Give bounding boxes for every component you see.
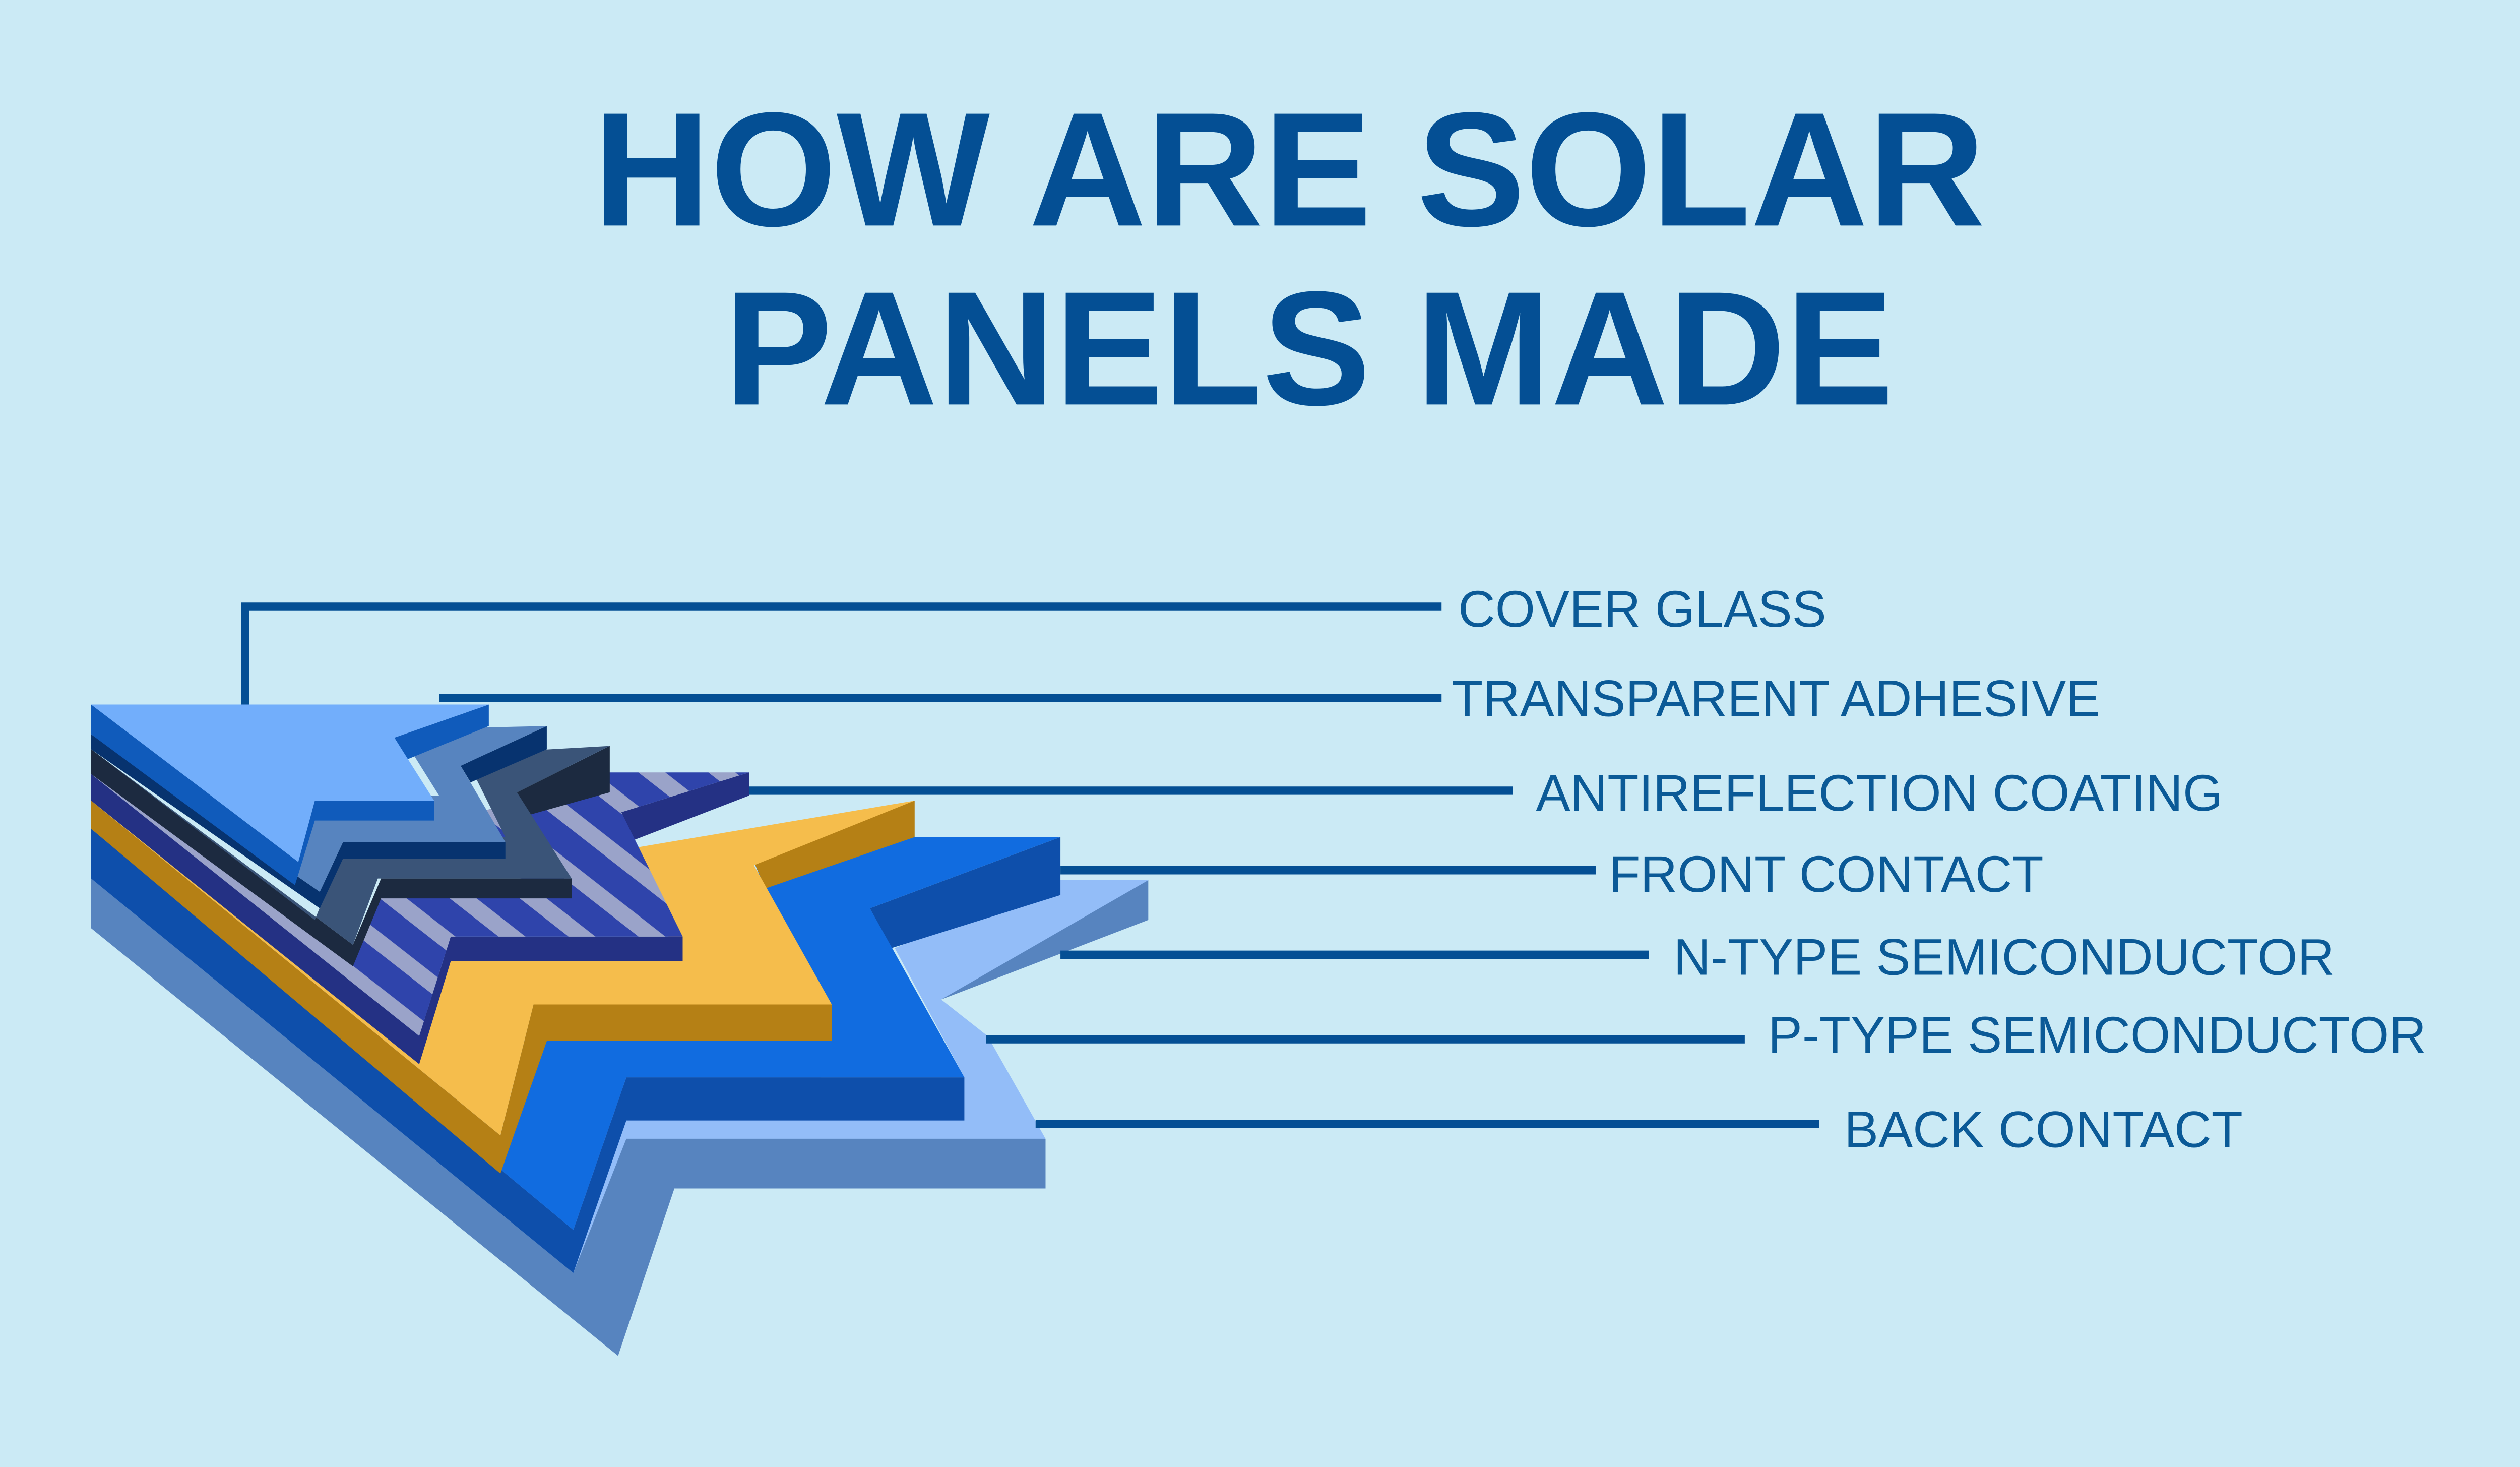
callout-n-type-semiconductor: N-TYPE SEMICONDUCTOR bbox=[1060, 928, 2335, 986]
title-line-2: PANELS MADE bbox=[724, 258, 1894, 439]
layer-p-type-semiconductor bbox=[91, 829, 1061, 1273]
label-back-contact: BACK CONTACT bbox=[1844, 1101, 2243, 1158]
callout-cover-glass: COVER GLASS bbox=[241, 580, 1826, 705]
title-line-1: HOW ARE SOLAR bbox=[593, 79, 1985, 260]
callout-antireflection-coating: ANTIREFLECTION COATING bbox=[749, 764, 2223, 822]
callout-back-contact: BACK CONTACT bbox=[1035, 1101, 2243, 1158]
label-cover-glass: COVER GLASS bbox=[1458, 580, 1826, 638]
callout-p-type-semiconductor: P-TYPE SEMICONDUCTOR bbox=[986, 1006, 2426, 1064]
layer-front-contact bbox=[91, 772, 749, 1064]
label-p-type-semiconductor: P-TYPE SEMICONDUCTOR bbox=[1768, 1006, 2426, 1064]
label-antireflection-coating: ANTIREFLECTION COATING bbox=[1536, 764, 2223, 822]
label-transparent-adhesive: TRANSPARENT ADHESIVE bbox=[1452, 669, 2100, 727]
layer-n-type-semiconductor bbox=[91, 801, 915, 1174]
callout-transparent-adhesive: TRANSPARENT ADHESIVE bbox=[439, 669, 2100, 727]
callout-front-contact: FRONT CONTACT bbox=[1060, 845, 2044, 903]
label-n-type-semiconductor: N-TYPE SEMICONDUCTOR bbox=[1674, 928, 2335, 986]
layer-cover-glass bbox=[91, 704, 489, 885]
label-front-contact: FRONT CONTACT bbox=[1609, 845, 2043, 903]
